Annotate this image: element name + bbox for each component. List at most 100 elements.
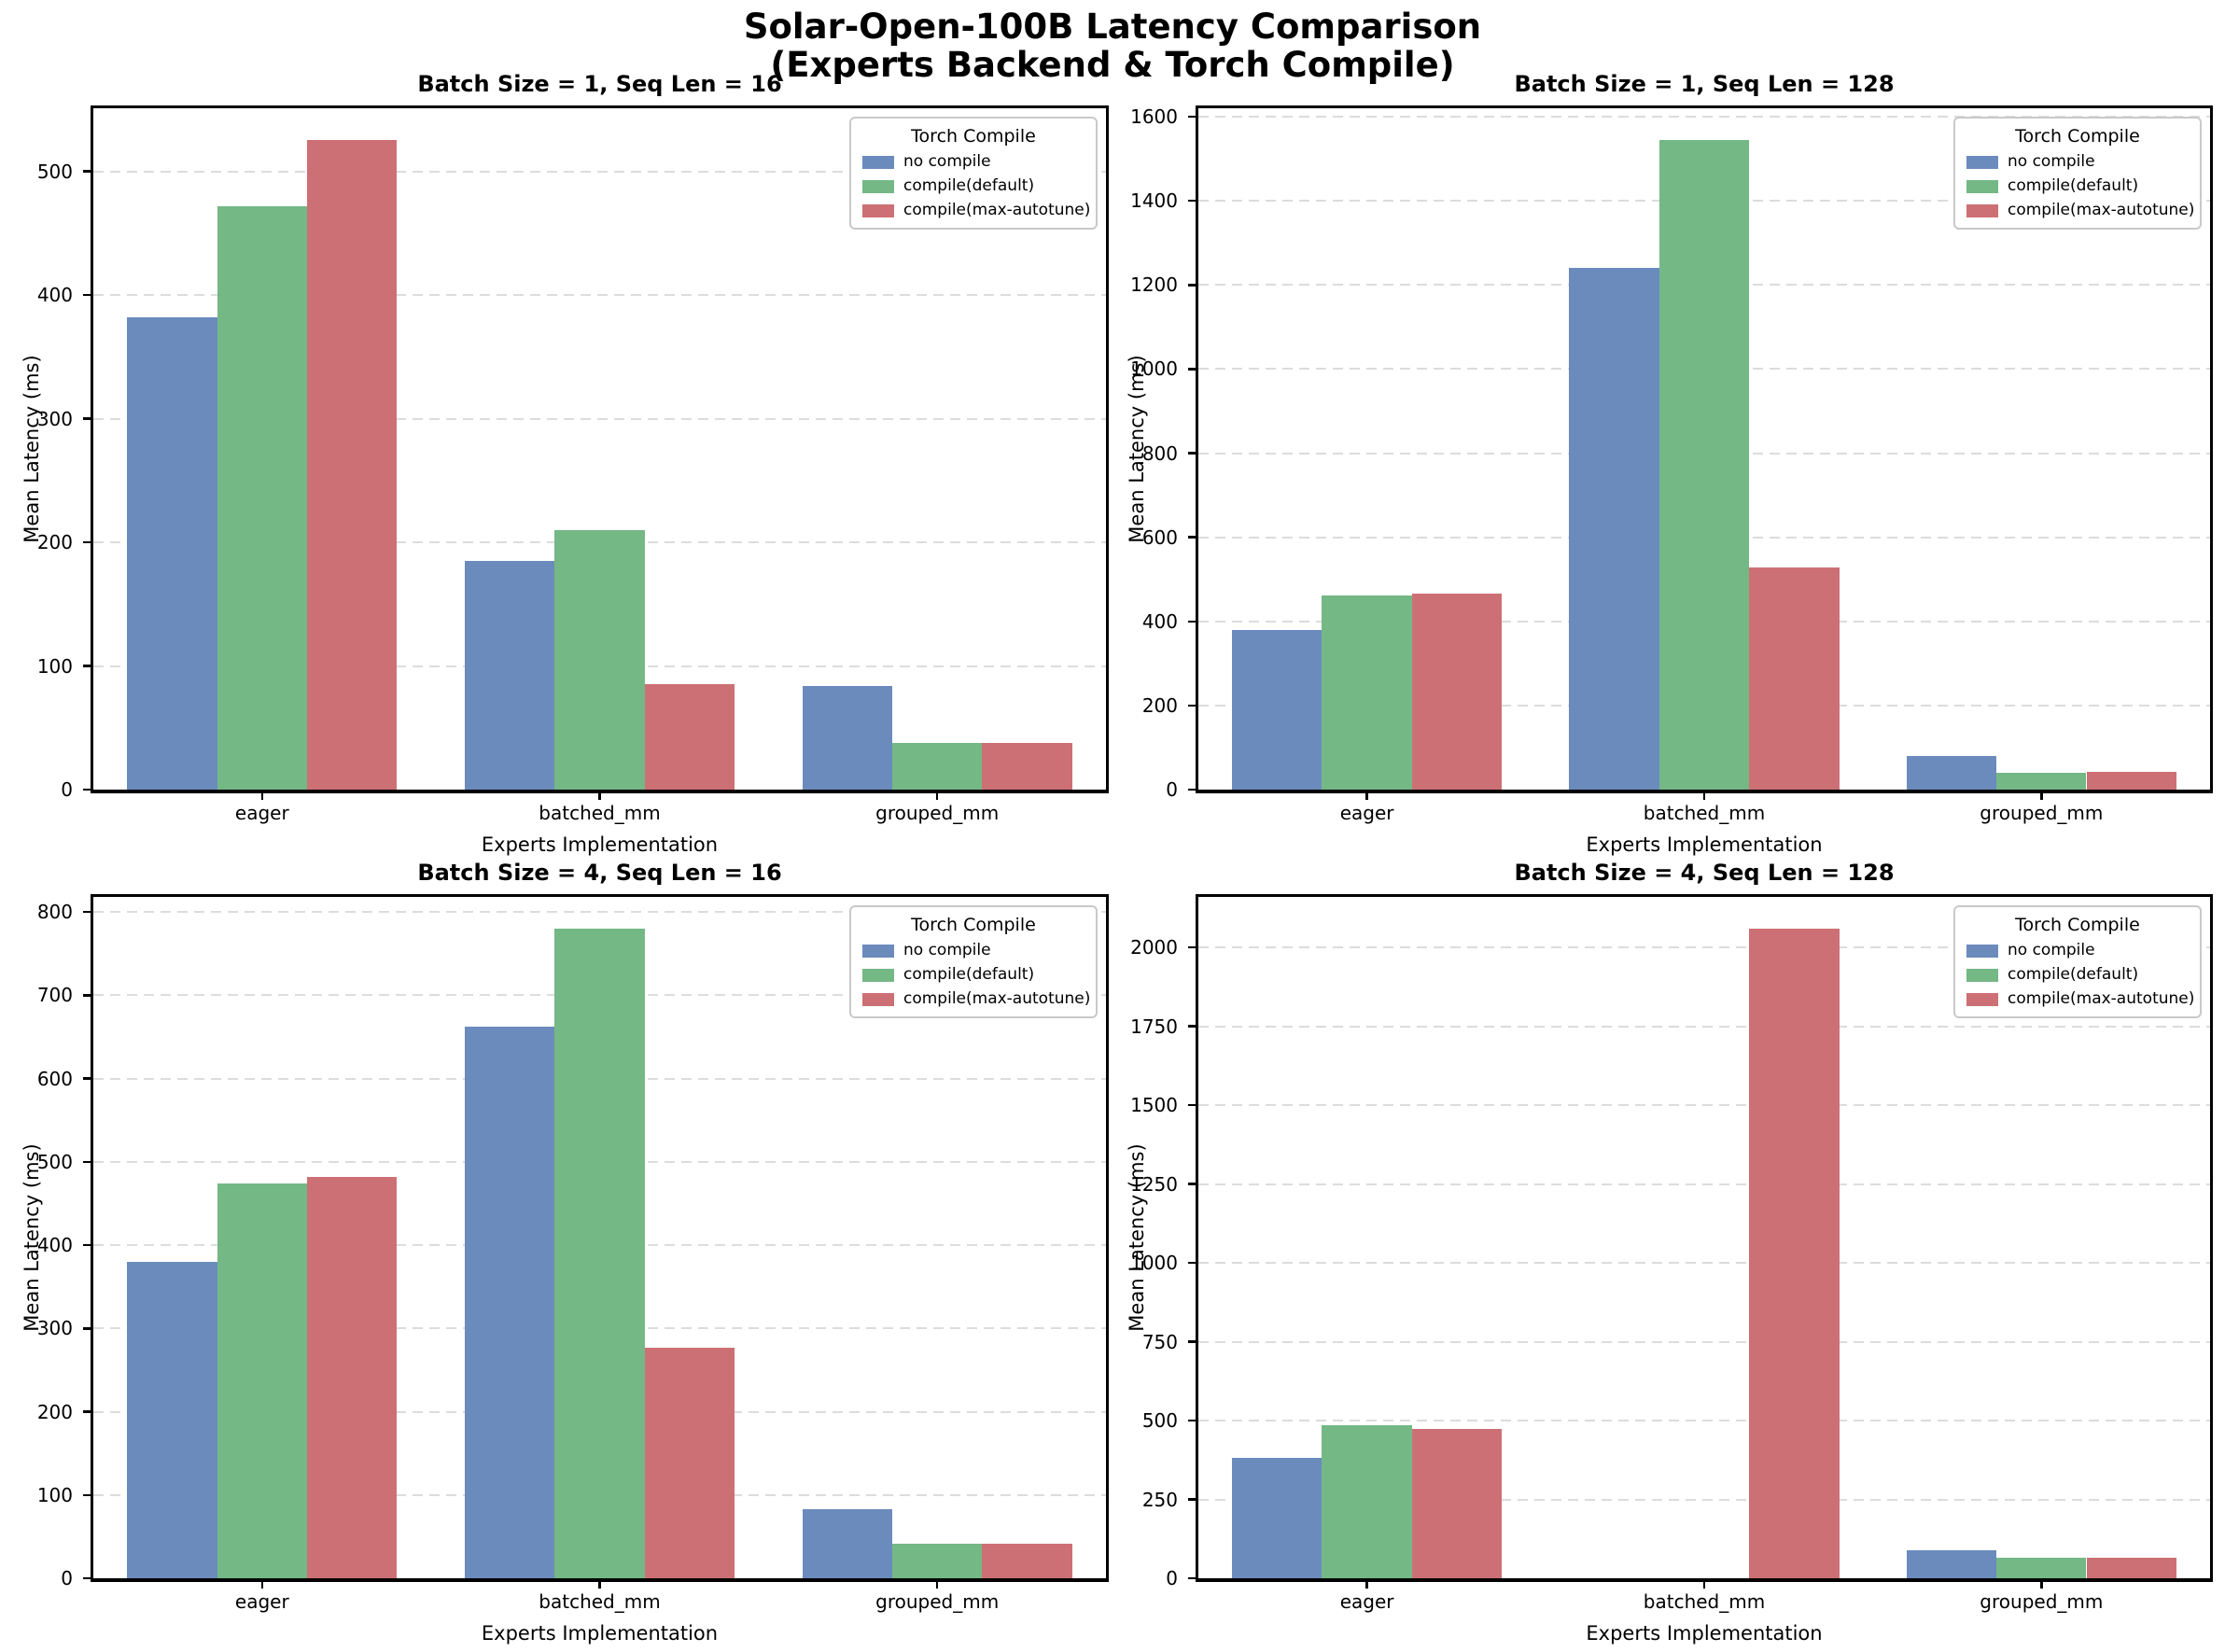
bar bbox=[891, 742, 983, 790]
y-tick-label: 300 bbox=[36, 407, 73, 430]
y-tick bbox=[1188, 1498, 1196, 1501]
y-tick bbox=[1188, 1576, 1196, 1580]
bar bbox=[891, 1544, 983, 1578]
x-tick-label: grouped_mm bbox=[875, 802, 1000, 824]
x-axis-label: Experts Implementation bbox=[481, 833, 719, 856]
bar bbox=[1658, 139, 1750, 790]
y-tick-label: 200 bbox=[36, 1400, 73, 1423]
y-tick bbox=[83, 1160, 91, 1164]
y-tick-label: 1600 bbox=[1130, 105, 1178, 128]
legend-item: compile(default) bbox=[862, 966, 1085, 984]
bar bbox=[127, 316, 217, 790]
y-tick-label: 1000 bbox=[1130, 357, 1178, 381]
x-tick-label: eager bbox=[1339, 1590, 1394, 1613]
bar bbox=[307, 140, 398, 790]
legend-label: no compile bbox=[2008, 152, 2095, 171]
y-tick-label: 1250 bbox=[1130, 1172, 1178, 1196]
x-tick bbox=[598, 1581, 601, 1589]
subplot-title: Batch Size = 4, Seq Len = 128 bbox=[1514, 860, 1895, 886]
y-tick-label: 800 bbox=[1141, 441, 1178, 465]
legend: Torch Compile no compile compile(default) c… bbox=[1953, 117, 2202, 230]
y-tick bbox=[83, 1410, 91, 1413]
legend: Torch Compile no compile compile(default) c… bbox=[1953, 905, 2202, 1018]
y-tick bbox=[83, 788, 91, 791]
legend-label: compile(default) bbox=[903, 176, 1035, 195]
legend-swatch bbox=[862, 968, 894, 982]
y-tick-label: 1200 bbox=[1130, 273, 1178, 297]
y-tick bbox=[1188, 1183, 1196, 1185]
bar bbox=[1411, 1428, 1503, 1578]
bar bbox=[1749, 567, 1840, 790]
y-tick-label: 1500 bbox=[1130, 1094, 1178, 1117]
y-tick bbox=[1188, 620, 1196, 623]
gridline bbox=[1198, 1104, 2210, 1107]
legend: Torch Compile no compile compile(default) c… bbox=[849, 905, 1098, 1018]
gridline bbox=[1198, 1262, 2210, 1265]
axis-spine-right bbox=[2210, 105, 2213, 793]
bar bbox=[554, 529, 645, 790]
axis-spine-right bbox=[2210, 894, 2213, 1582]
bar bbox=[1232, 1457, 1322, 1578]
legend-title: Torch Compile bbox=[2015, 126, 2140, 147]
y-tick bbox=[83, 417, 91, 420]
gridline bbox=[93, 911, 1106, 914]
y-tick-label: 600 bbox=[36, 1067, 73, 1090]
y-tick-label: 500 bbox=[1141, 1409, 1178, 1433]
legend-label: compile(default) bbox=[903, 965, 1035, 984]
legend-label: compile(max-autotune) bbox=[903, 989, 1091, 1008]
legend-swatch bbox=[1966, 203, 1998, 217]
axis-spine-left bbox=[91, 105, 93, 793]
y-tick bbox=[83, 665, 91, 667]
legend-item: compile(max-autotune) bbox=[862, 202, 1090, 219]
figure-title-line1: Solar-Open-100B Latency Comparison bbox=[743, 7, 1482, 47]
x-tick bbox=[260, 1581, 264, 1589]
y-tick-label: 0 bbox=[1166, 778, 1178, 801]
legend-item: no compile bbox=[1966, 942, 2189, 959]
legend-label: no compile bbox=[903, 941, 991, 959]
legend-item: compile(max-autotune) bbox=[1966, 990, 2194, 1008]
bar bbox=[1322, 595, 1412, 790]
x-tick-label: grouped_mm bbox=[1980, 802, 2104, 824]
y-axis-label: Mean Latency (ms) bbox=[1126, 1143, 1148, 1332]
bar bbox=[307, 1176, 398, 1578]
legend-title: Torch Compile bbox=[911, 126, 1036, 147]
y-axis-label: Mean Latency (ms) bbox=[21, 355, 43, 543]
legend-title: Torch Compile bbox=[2015, 915, 2140, 935]
bar bbox=[1411, 594, 1503, 790]
y-tick-label: 200 bbox=[1141, 693, 1178, 717]
gridline bbox=[1198, 1025, 2210, 1028]
gridline bbox=[1198, 1340, 2210, 1343]
x-tick bbox=[598, 792, 601, 800]
x-tick bbox=[260, 792, 264, 800]
y-tick bbox=[1188, 452, 1196, 455]
y-tick-label: 800 bbox=[36, 901, 73, 924]
axis-spine-bottom bbox=[91, 790, 1109, 793]
legend-label: compile(default) bbox=[2008, 965, 2139, 984]
x-tick-label: batched_mm bbox=[539, 802, 661, 824]
y-tick bbox=[1188, 1340, 1196, 1343]
gridline bbox=[93, 417, 1106, 420]
axis-spine-right bbox=[1106, 105, 1109, 793]
legend-swatch bbox=[1966, 944, 1998, 958]
y-tick bbox=[1188, 199, 1196, 203]
y-tick bbox=[1188, 368, 1196, 371]
legend-swatch bbox=[862, 944, 894, 958]
bar bbox=[1232, 629, 1322, 790]
y-tick bbox=[1188, 284, 1196, 287]
legend-title: Torch Compile bbox=[911, 915, 1036, 935]
gridline bbox=[1198, 946, 2210, 949]
y-tick bbox=[1188, 1103, 1196, 1107]
axis-spine-left bbox=[91, 894, 93, 1582]
axis-spine-bottom bbox=[1196, 1578, 2213, 1582]
x-tick bbox=[2040, 792, 2043, 800]
axis-spine-bottom bbox=[1196, 790, 2213, 793]
legend-item: compile(max-autotune) bbox=[1966, 202, 2194, 219]
bar bbox=[2086, 771, 2176, 790]
axis-spine-bottom bbox=[91, 1578, 1109, 1582]
bar bbox=[217, 205, 308, 790]
x-tick-label: batched_mm bbox=[539, 1590, 661, 1613]
y-tick bbox=[83, 1327, 91, 1330]
y-axis-label: Mean Latency (ms) bbox=[1126, 355, 1148, 543]
axis-spine-top bbox=[1196, 894, 2213, 897]
